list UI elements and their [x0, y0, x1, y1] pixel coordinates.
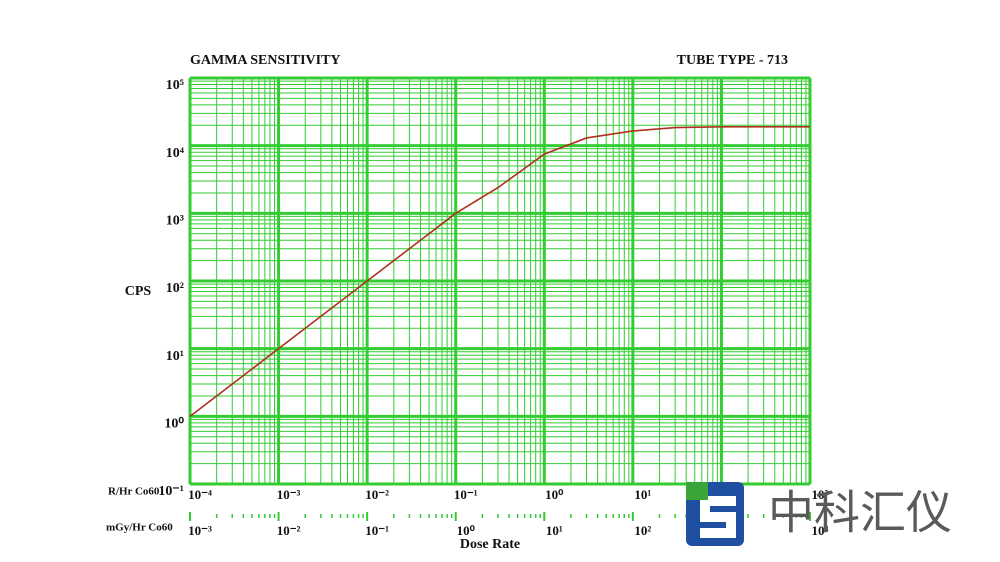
y-tick-label: 10² — [166, 281, 184, 296]
x-tick-label: 10⁰ — [545, 487, 564, 502]
chart-title: GAMMA SENSITIVITY — [190, 53, 341, 68]
y-tick-label: 10⁵ — [166, 78, 184, 93]
x2-tick-label: 10⁻³ — [188, 523, 212, 538]
x-axis-title: Dose Rate — [460, 537, 520, 552]
x2-tick-label: 10¹ — [546, 523, 563, 538]
x-tick-label: 10⁻² — [365, 487, 389, 502]
x-tick-label: 10⁻³ — [277, 487, 301, 502]
x-tick-label: 10⁻¹ — [454, 487, 478, 502]
x2-tick-label: 10⁰ — [457, 523, 476, 538]
watermark-logo: 中科汇仪 — [686, 482, 952, 546]
logo-accent — [686, 482, 708, 500]
x2-tick-label: 10⁻¹ — [365, 523, 389, 538]
x2-axis-label: mGy/Hr Co60 — [106, 522, 173, 534]
logo-mark — [700, 496, 736, 538]
y-axis-label: CPS — [125, 284, 152, 299]
y-tick-label: 10⁰ — [164, 417, 184, 432]
x-tick-label: 10¹ — [634, 487, 651, 502]
data-line — [189, 126, 810, 417]
y-tick-label: 10¹ — [166, 349, 184, 364]
x2-tick-label: 10² — [634, 523, 651, 538]
x-axis-label: R/Hr Co60 — [108, 486, 160, 498]
y-tick-label: 10³ — [166, 214, 184, 229]
x2-tick-label: 10⁻² — [277, 523, 301, 538]
chart-subtitle: TUBE TYPE - 713 — [677, 53, 788, 68]
x-tick-label: 10⁻⁴ — [188, 487, 212, 502]
watermark-text: 中科汇仪 — [768, 486, 952, 540]
x-tick-label: 10³ — [812, 487, 829, 502]
plot-area: 10⁻¹ 10⁰ 10¹ 10² 10³ 10⁴ 10⁵ 10⁻⁴ 10⁻³ 10⁻² 10⁻¹ 10… — [158, 76, 829, 538]
x2-tick-label: 10⁴ — [812, 523, 829, 538]
y-tick-label: 10⁴ — [166, 146, 185, 161]
y-tick-label: 10⁻¹ — [158, 484, 184, 499]
